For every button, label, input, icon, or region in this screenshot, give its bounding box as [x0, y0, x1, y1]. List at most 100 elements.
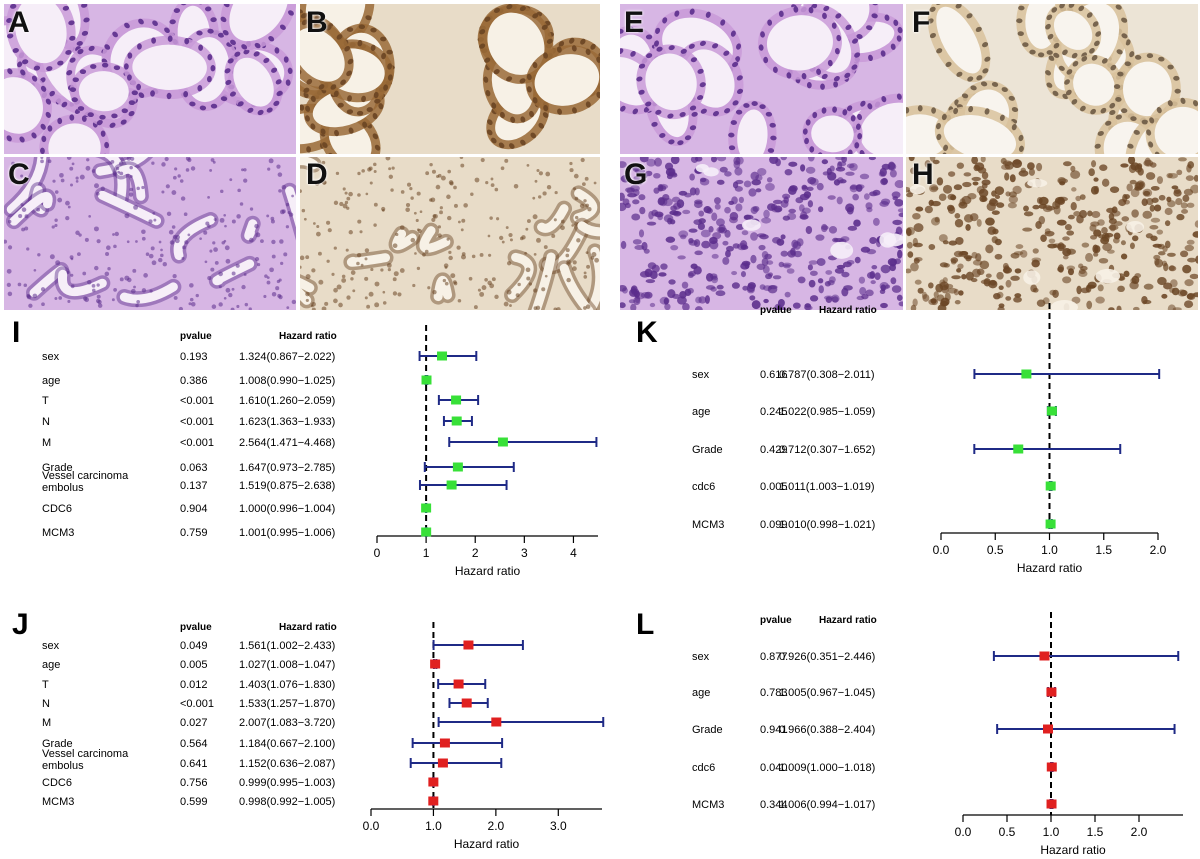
panel-k-tick-label-3: 1.5 — [1095, 543, 1112, 557]
panel-i-tick-label-4: 4 — [570, 546, 577, 560]
panel-i-row-2-hr-text: 1.610(1.260−2.059) — [239, 395, 335, 407]
panel-i-row-5-hr-text: 1.647(0.973−2.785) — [239, 462, 335, 474]
panel-j-row-1-label: age — [42, 659, 60, 671]
panel-k-row-1-label: age — [692, 406, 710, 418]
panel-j-row-6-pvalue: 0.641 — [180, 758, 208, 770]
panel-i-row-4-pvalue: <0.001 — [180, 437, 214, 449]
panel-l-row-1-label: age — [692, 687, 710, 699]
panel-l-row-1-pvalue: 0.783 — [760, 687, 788, 699]
panel-label-D: D — [306, 158, 328, 191]
panel-l-row-4-label: MCM3 — [692, 799, 724, 811]
panel-j-hr-header: Hazard ratio — [279, 622, 337, 633]
panel-j-row-4-marker — [491, 717, 502, 727]
panel-j-row-3-label: N — [42, 698, 50, 710]
panel-i-row-4-label: M — [42, 437, 51, 449]
panel-k-row-4-hr-text: 1.010(0.998−1.021) — [779, 519, 875, 531]
panel-i-row-7-label: CDC6 — [42, 503, 72, 515]
panel-k-pvalue-header: pvalue — [760, 305, 792, 316]
panel-k-row-1-hr-text: 1.022(0.985−1.059) — [779, 406, 875, 418]
micrograph-E — [620, 4, 903, 154]
panel-l-row-1-hr-text: 1.005(0.967−1.045) — [779, 687, 875, 699]
panel-label-H: H — [912, 158, 934, 191]
micrograph-F — [906, 4, 1198, 154]
panel-k-tick-label-4: 2.0 — [1150, 543, 1167, 557]
panel-label-F: F — [912, 6, 931, 39]
panel-l-row-0-pvalue: 0.877 — [760, 651, 788, 663]
panel-label-E: E — [624, 6, 645, 39]
panel-k-hr-header: Hazard ratio — [819, 305, 877, 316]
panel-j-row-8-label: MCM3 — [42, 796, 74, 808]
panel-j-row-3-hr-text: 1.533(1.257−1.870) — [239, 698, 335, 710]
panel-i-row-0-marker — [437, 351, 448, 361]
panel-k-row-2-marker — [1013, 444, 1024, 454]
panel-i-row-6-pvalue: 0.137 — [180, 480, 208, 492]
panel-l-row-2-hr-text: 0.966(0.388−2.404) — [779, 724, 875, 736]
panel-j-row-5-label: Grade — [42, 738, 73, 750]
micrograph-D — [300, 157, 600, 310]
panel-l-tick-label-0: 0.0 — [955, 825, 972, 839]
micrograph-A — [4, 4, 296, 154]
panel-j-row-2-pvalue: 0.012 — [180, 679, 208, 691]
panel-i-row-7-pvalue: 0.904 — [180, 503, 208, 515]
panel-j-row-6-label-line2: embolus — [42, 760, 84, 772]
panel-i-row-6-label: Vessel carcinoma — [42, 470, 129, 482]
panel-i-hr-header: Hazard ratio — [279, 331, 337, 342]
panel-j-row-1-marker — [430, 659, 441, 669]
panel-i-row-0-hr-text: 1.324(0.867−2.022) — [239, 351, 335, 363]
panel-l-row-2-marker — [1043, 724, 1054, 734]
panel-j-row-6-marker — [437, 758, 448, 768]
panel-k-row-4-pvalue: 0.099 — [760, 519, 788, 531]
panel-k-row-0-marker — [1021, 369, 1032, 379]
panel-j-row-8-marker — [428, 796, 439, 806]
panel-l-row-4-marker — [1046, 799, 1057, 809]
panel-j-row-2-marker — [453, 679, 464, 689]
panel-l-row-0-marker — [1039, 651, 1050, 661]
panel-j-row-3-marker — [461, 698, 472, 708]
panel-l-row-3-label: cdc6 — [692, 762, 715, 774]
panel-l-tick-label-3: 1.5 — [1087, 825, 1104, 839]
panel-i-row-5-pvalue: 0.063 — [180, 462, 208, 474]
panel-l-tick-label-1: 0.5 — [999, 825, 1016, 839]
panel-l-row-0-hr-text: 0.926(0.351−2.446) — [779, 651, 875, 663]
panel-k-row-3-label: cdc6 — [692, 481, 715, 493]
panel-i-row-2-pvalue: <0.001 — [180, 395, 214, 407]
panel-k-row-0-pvalue: 0.616 — [760, 369, 788, 381]
panel-i-row-1-hr-text: 1.008(0.990−1.025) — [239, 375, 335, 387]
panel-j-pvalue-header: pvalue — [180, 622, 212, 633]
panel-k-row-0-hr-text: 0.787(0.308−2.011) — [779, 369, 875, 381]
panel-k-tick-label-2: 1.0 — [1041, 543, 1058, 557]
panel-l-row-0-label: sex — [692, 651, 710, 663]
panel-i-tick-label-3: 3 — [521, 546, 528, 560]
panel-k-x-axis-label: Hazard ratio — [1017, 561, 1083, 575]
panel-k-row-2-label: Grade — [692, 444, 723, 456]
panel-i-row-1-marker — [421, 375, 432, 385]
panel-label-I: I — [12, 316, 21, 349]
panel-j-tick-label-2: 2.0 — [488, 819, 505, 833]
panel-i-row-1-pvalue: 0.386 — [180, 375, 208, 387]
panel-j-row-5-hr-text: 1.184(0.667−2.100) — [239, 738, 335, 750]
panel-j-tick-label-0: 0.0 — [363, 819, 380, 833]
panel-j-row-7-pvalue: 0.756 — [180, 777, 208, 789]
panel-l-row-1-marker — [1046, 687, 1057, 697]
panel-label-K: K — [636, 316, 658, 349]
panel-i-row-2-label: T — [42, 395, 49, 407]
panel-l-row-2-label: Grade — [692, 724, 723, 736]
panel-j-row-2-hr-text: 1.403(1.076−1.830) — [239, 679, 335, 691]
panel-j-row-8-pvalue: 0.599 — [180, 796, 208, 808]
panel-i-row-3-label: N — [42, 416, 50, 428]
panel-j-row-3-pvalue: <0.001 — [180, 698, 214, 710]
panel-k-tick-label-0: 0.0 — [933, 543, 950, 557]
panel-l-hr-header: Hazard ratio — [819, 615, 877, 626]
panel-i-row-3-pvalue: <0.001 — [180, 416, 214, 428]
panel-k-row-3-hr-text: 1.011(1.003−1.019) — [779, 481, 875, 493]
panel-k-row-3-pvalue: 0.005 — [760, 481, 788, 493]
panel-l-row-2-pvalue: 0.941 — [760, 724, 788, 736]
panel-j-row-0-hr-text: 1.561(1.002−2.433) — [239, 640, 335, 652]
panel-j-row-7-hr-text: 0.999(0.995−1.003) — [239, 777, 335, 789]
panel-k-row-4-marker — [1045, 519, 1056, 529]
panel-k-row-2-pvalue: 0.429 — [760, 444, 788, 456]
panel-i-row-8-label: MCM3 — [42, 527, 74, 539]
panel-i-row-5-label: Grade — [42, 462, 73, 474]
panel-i-row-6-marker — [446, 480, 457, 490]
